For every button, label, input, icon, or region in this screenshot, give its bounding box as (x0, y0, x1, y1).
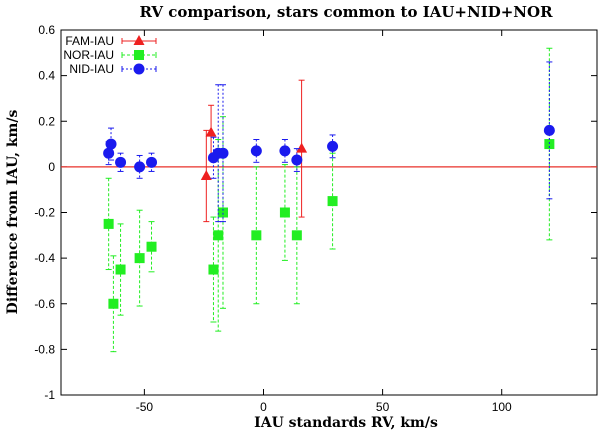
legend-label: NOR-IAU (63, 48, 114, 62)
legend-marker (134, 50, 144, 60)
data-point (327, 196, 338, 207)
data-point (279, 207, 290, 218)
legend-label: NID-IAU (69, 62, 114, 76)
y-tick-label: -1 (44, 388, 55, 402)
chart-title: RV comparison, stars common to IAU+NID+N… (139, 3, 553, 21)
y-tick-label: 0 (48, 160, 55, 174)
series-nor-iau (103, 47, 555, 353)
data-point (115, 156, 127, 168)
y-tick-label: -0.2 (34, 206, 55, 220)
y-tick-label: -0.6 (34, 297, 55, 311)
data-point (105, 138, 117, 150)
data-point (134, 161, 146, 173)
data-point (217, 207, 228, 218)
data-point (543, 124, 555, 136)
plot-area: -1 -0.8 -0.6 -0.4 -0.2 0 0.2 0.4 0.6 -50 0 50 100 FAM… (34, 23, 598, 414)
plot-frame (60, 29, 598, 396)
legend-marker (133, 63, 145, 75)
data-point (213, 230, 224, 241)
y-axis-label: Difference from IAU, km/s (5, 110, 21, 315)
y-tick-label: 0.6 (38, 23, 55, 37)
data-point (279, 145, 291, 157)
data-point (115, 264, 126, 275)
series-fam-iau (200, 79, 308, 223)
data-point (251, 230, 262, 241)
data-point (200, 170, 212, 180)
data-point (205, 126, 217, 137)
data-point (103, 218, 114, 229)
data-point (544, 139, 555, 150)
series-nid-iau (103, 61, 555, 223)
data-point (291, 230, 302, 241)
data-point (217, 147, 229, 159)
data-point (296, 142, 308, 153)
legend-label: FAM-IAU (65, 34, 114, 48)
y-tick-label: 0.4 (38, 69, 55, 83)
legend-marker (133, 35, 145, 45)
data-point (134, 253, 145, 264)
data-point (146, 156, 158, 168)
x-tick-label: 100 (492, 400, 512, 414)
data-point (208, 264, 219, 275)
data-point (327, 140, 339, 152)
y-tick-label: 0.2 (38, 114, 55, 128)
x-tick-label: -50 (136, 400, 154, 414)
data-point (108, 298, 119, 309)
data-point (103, 147, 115, 159)
y-tick-label: -0.4 (34, 251, 55, 265)
data-point (250, 145, 262, 157)
x-tick-label: 50 (376, 400, 390, 414)
data-point (291, 154, 303, 166)
x-tick-label: 0 (260, 400, 267, 414)
x-axis-label: IAU standards RV, km/s (254, 415, 438, 431)
data-point (146, 241, 157, 252)
y-tick-label: -0.8 (34, 342, 55, 356)
